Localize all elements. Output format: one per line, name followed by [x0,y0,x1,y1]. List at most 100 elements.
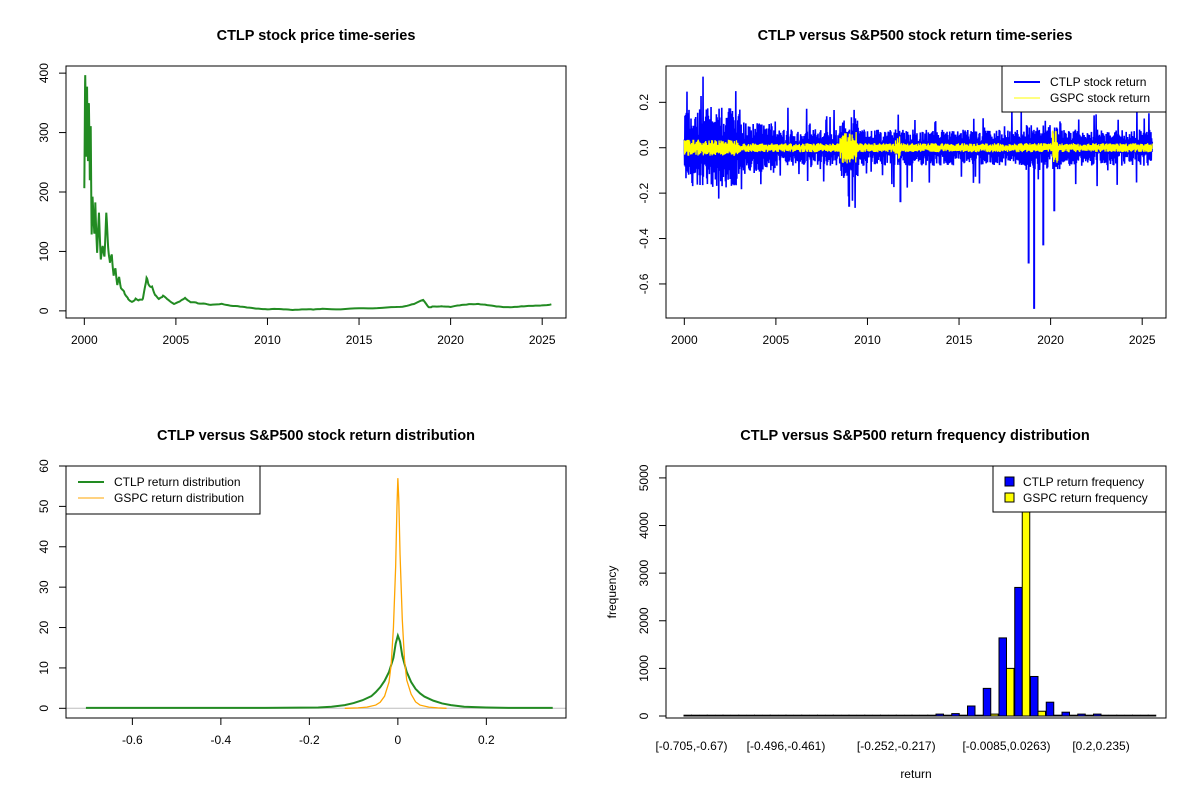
gspc-frequency-bar [738,714,747,717]
ctlp-frequency-bar [778,714,787,717]
ctlp-frequency-bar [967,705,976,717]
gspc-frequency-bar [1037,710,1046,717]
ctlp-frequency-bar [856,714,866,717]
x-tick-label: 2005 [163,333,190,347]
x-tick-label: 2000 [671,333,698,347]
ctlp-frequency-bar [888,714,897,717]
gspc-frequency-bar [848,714,857,717]
plot-frame [65,465,567,719]
y-tick-label: 3000 [637,559,651,586]
ctlp-frequency-bar [982,687,992,717]
ctlp-frequency-bar [699,714,708,717]
legend-swatch [1004,476,1015,487]
gspc-frequency-bar [801,714,810,717]
gspc-frequency-bar [974,714,983,717]
x-tick-label: 0 [395,733,402,747]
x-tick-label: [-0.496,-0.461) [747,739,826,753]
y-tick-label: 100 [37,241,51,261]
y-tick-label: 40 [37,540,51,554]
legend-label: GSPC return distribution [114,491,244,505]
x-tick-label: 2020 [437,333,464,347]
gspc-density-line [344,478,447,709]
x-tick-label: -0.6 [122,733,143,747]
x-tick-label: [-0.0085,0.0263) [962,739,1050,753]
plot-frame [665,465,1167,719]
chart-title: CTLP versus S&P500 return frequency dist… [740,428,1089,444]
ctlp-return-line [683,76,1154,208]
gspc-frequency-bar [832,714,842,717]
y-tick-label: 50 [37,499,51,513]
gspc-frequency-bar [1147,714,1157,717]
y-tick-label: 2000 [637,607,651,634]
y-tick-label: -0.6 [637,273,651,294]
legend-label: GSPC stock return [1050,91,1150,105]
x-tick-label: -0.4 [211,733,232,747]
x-tick-label: 2015 [946,333,973,347]
legend-label: GSPC return frequency [1023,491,1148,505]
gspc-frequency-bar [722,714,731,717]
gspc-frequency-bar [911,714,920,717]
x-tick-label: 2005 [763,333,790,347]
chart-title: CTLP versus S&P500 stock return time-ser… [758,28,1073,44]
y-tick-label: 0.2 [637,94,651,111]
gspc-frequency-bar [895,714,905,717]
ctlp-frequency-bar [919,714,929,717]
y-tick-label: 0 [37,307,51,314]
y-tick-label: 10 [37,661,51,675]
ctlp-frequency-bar [1030,675,1039,717]
x-tick-label: 2010 [854,333,881,347]
gspc-frequency-bar [785,714,794,717]
legend-label: CTLP stock return [1050,75,1146,89]
gspc-frequency-bar [1069,714,1078,717]
x-axis-title: return [900,767,931,781]
gspc-frequency-bar [927,714,936,717]
y-tick-label: 200 [37,182,51,202]
ctlp-frequency-bar [1124,714,1133,717]
ctlp-frequency-bar [746,714,755,717]
legend-box [65,465,261,515]
x-tick-label: 2000 [71,333,98,347]
x-tick-label: 2025 [529,333,556,347]
y-tick-label: 0 [637,712,651,719]
gspc-frequency-bar [691,714,700,717]
ctlp-frequency-bar [935,713,944,717]
gspc-frequency-bar [943,714,952,717]
chart-title: CTLP versus S&P500 stock return distribu… [157,428,475,444]
gspc-frequency-bar [880,714,889,717]
ctlp-frequency-bar [1061,711,1070,717]
gspc-frequency-bar [769,714,779,717]
ctlp-frequency-bar [825,714,834,717]
ctlp-frequency-bar [793,714,803,717]
legend-label: CTLP return distribution [114,475,241,489]
y-tick-label: 5000 [637,464,651,491]
gspc-frequency-bar [990,713,999,717]
gspc-frequency-bar [1006,667,1015,717]
gspc-frequency-bar [864,714,873,717]
ctlp-frequency-bar [904,714,913,717]
y-tick-label: 400 [37,63,51,83]
ctlp-frequency-bar [1108,714,1118,717]
ctlp-frequency-bar [715,714,724,717]
y-tick-label: -0.2 [637,182,651,203]
x-tick-label: 2015 [346,333,373,347]
x-tick-label: [-0.252,-0.217) [857,739,936,753]
ctlp-frequency-bar [872,714,881,717]
plot-frame [665,65,1167,319]
y-tick-label: 1000 [637,655,651,682]
gspc-return-line [683,130,1153,164]
x-tick-label: 2025 [1129,333,1156,347]
plot-frame [65,65,567,319]
ctlp-frequency-bar [730,714,740,717]
y-tick-label: 0 [37,705,51,712]
ctlp-frequency-bar [1014,586,1023,717]
ctlp-frequency-bar [683,714,692,717]
x-tick-label: -0.2 [299,733,320,747]
returns-chart: CTLP versus S&P500 stock return time-ser… [637,28,1167,347]
y-tick-label: -0.4 [637,228,651,249]
legend-label: CTLP return frequency [1023,475,1144,489]
y-tick-label: 4000 [637,512,651,539]
chart-title: CTLP stock price time-series [217,28,416,44]
price-line [83,75,552,311]
